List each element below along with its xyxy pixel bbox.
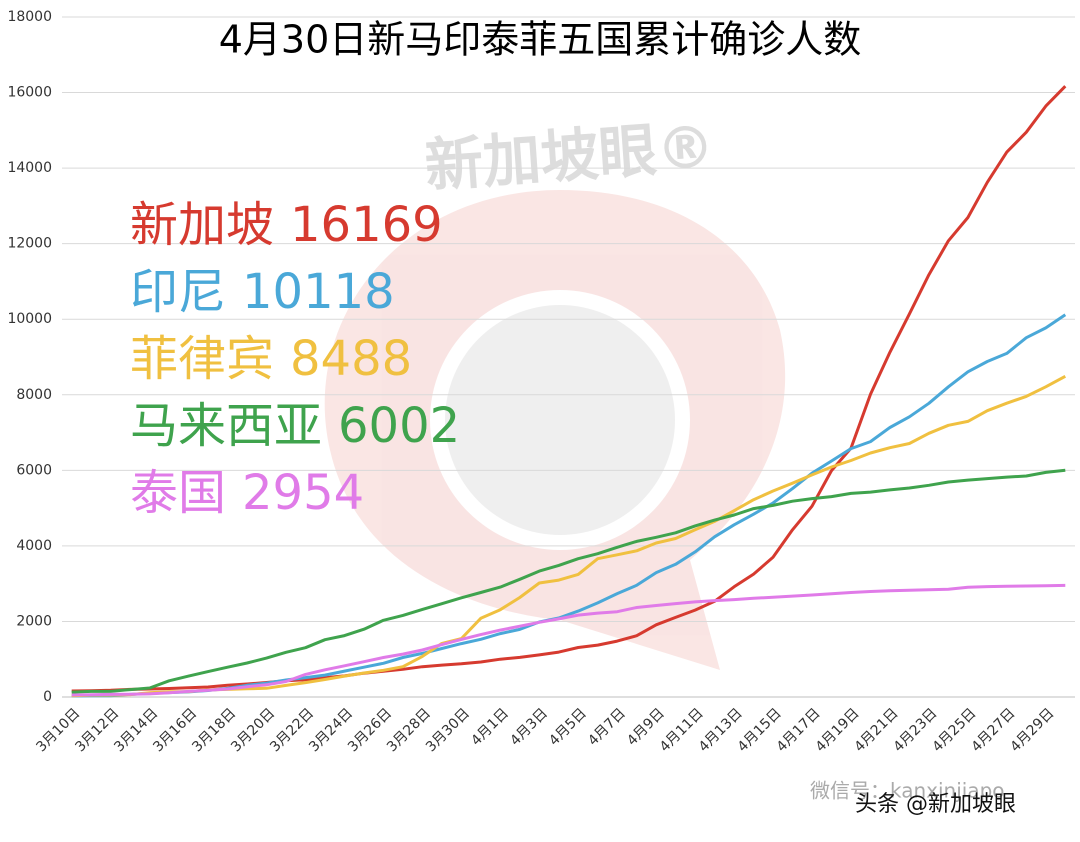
legend-entry: 新加坡 16169 — [130, 197, 443, 253]
legend-name: 泰国 — [130, 465, 226, 521]
series-line — [71, 468, 1066, 694]
legend-name: 马来西亚 — [130, 398, 322, 454]
y-tick-label: 8000 — [16, 387, 52, 403]
legend-entry: 马来西亚 6002 — [130, 398, 460, 454]
legend-name: 新加坡 — [130, 197, 274, 253]
x-tick-label: 4月3日 — [507, 705, 551, 749]
legend-final-value: 8488 — [290, 331, 412, 387]
legend-name: 菲律宾 — [130, 331, 274, 387]
legend-entry: 菲律宾 8488 — [130, 331, 412, 387]
x-tick-label: 4月5日 — [546, 705, 590, 749]
watermark-pin — [324, 190, 786, 670]
watermark-wechat: 微信号：kanxinjiapo — [810, 779, 1005, 803]
y-tick-label: 4000 — [16, 538, 52, 554]
y-tick-label: 16000 — [7, 85, 52, 101]
x-tick-label: 3月30日 — [423, 705, 473, 755]
legend-final-value: 6002 — [338, 398, 460, 454]
chart-title: 4月30日新马印泰菲五国累计确诊人数 — [219, 18, 862, 62]
watermark-toutiao: 头条 @新加坡眼 — [855, 792, 1016, 817]
legend-final-value: 16169 — [290, 197, 443, 253]
watermark-logo: 新加坡眼® — [423, 112, 717, 200]
legend-name: 印尼 — [130, 264, 226, 320]
y-tick-label: 18000 — [7, 9, 52, 25]
y-tick-label: 14000 — [7, 160, 52, 176]
x-tick-label: 4月7日 — [585, 705, 629, 749]
y-tick-label: 12000 — [7, 236, 52, 252]
y-tick-label: 2000 — [16, 613, 52, 629]
series-line — [71, 583, 1066, 697]
y-tick-label: 0 — [43, 689, 52, 705]
x-tick-label: 4月29日 — [1007, 705, 1057, 755]
legend-entry: 印尼 10118 — [130, 264, 395, 320]
legend-final-value: 2954 — [242, 465, 364, 521]
series-line — [71, 85, 1067, 693]
x-tick-label: 4月1日 — [468, 705, 512, 749]
legend-final-value: 10118 — [242, 264, 395, 320]
legend-entry: 泰国 2954 — [130, 465, 364, 521]
y-tick-label: 6000 — [16, 462, 52, 478]
y-tick-label: 10000 — [7, 311, 52, 327]
